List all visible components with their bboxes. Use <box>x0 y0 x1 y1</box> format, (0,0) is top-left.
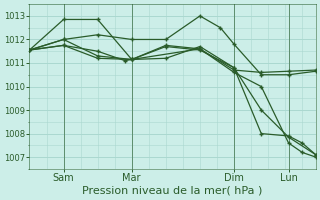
X-axis label: Pression niveau de la mer( hPa ): Pression niveau de la mer( hPa ) <box>83 186 263 196</box>
